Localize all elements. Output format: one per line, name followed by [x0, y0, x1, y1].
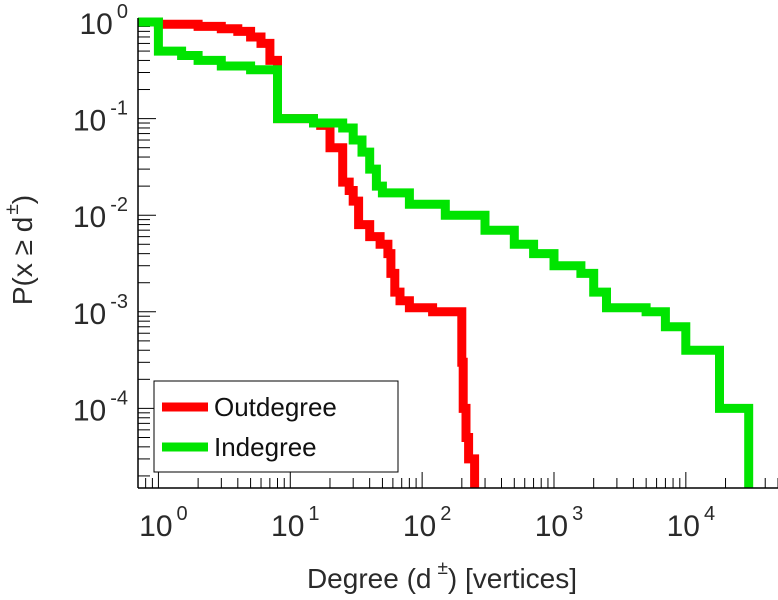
- legend-label-outdegree: Outdegree: [214, 392, 337, 422]
- x-axis-label-main: Degree (d: [307, 563, 432, 594]
- y-tick-label: 10 -4: [73, 387, 128, 427]
- x-axis-label: Degree (d ±) [vertices]: [307, 558, 577, 594]
- x-tick-labels: 10 0 10 1 10 2 10 3 10 4: [139, 503, 715, 543]
- x-axis-label-tail: ) [vertices]: [448, 563, 577, 594]
- y-axis-label-tail: ): [7, 195, 38, 204]
- y-tick-label: 10 -3: [73, 291, 128, 331]
- x-tick-label: 10 2: [403, 503, 452, 543]
- series-layer: [138, 17, 754, 488]
- series-outdegree-line: [138, 17, 480, 488]
- legend: Outdegree Indegree: [153, 380, 399, 473]
- x-tick-label: 10 3: [535, 503, 584, 543]
- y-tick-label: 10 0: [80, 1, 129, 41]
- y-axis-label: P(x ≥ d ±): [2, 195, 38, 305]
- x-tick-label: 10 1: [271, 503, 320, 543]
- y-axis-label-sup: ±: [2, 204, 23, 214]
- legend-box: [153, 380, 399, 473]
- y-tick-label: 10 -1: [73, 98, 128, 138]
- series-indegree-line: [138, 17, 754, 488]
- x-tick-label: 10 0: [139, 503, 188, 543]
- x-axis-label-sup: ±: [437, 558, 447, 579]
- legend-label-indegree: Indegree: [214, 432, 317, 462]
- y-axis-label-main: P(x ≥ d: [7, 217, 38, 306]
- x-tick-label: 10 4: [667, 503, 716, 543]
- minor-ticks: [137, 21, 778, 488]
- axes-layer: [137, 18, 778, 489]
- y-tick-label: 10 -2: [73, 194, 128, 234]
